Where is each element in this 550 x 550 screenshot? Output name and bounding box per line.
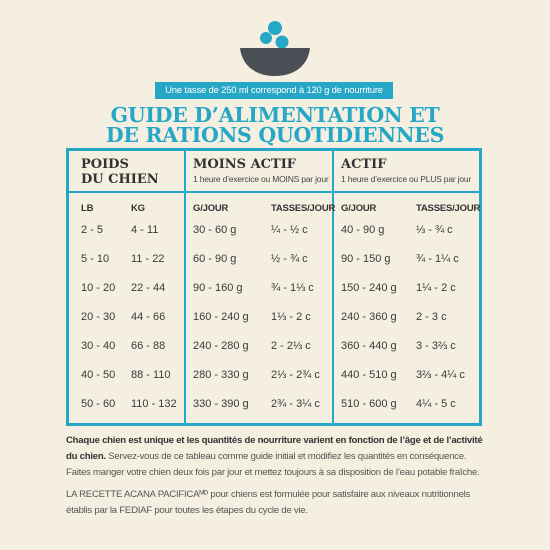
- table-cell: 50 - 60: [81, 398, 116, 410]
- column-header-kg: KG: [131, 203, 145, 214]
- table-cell: 510 - 600 g: [341, 398, 397, 410]
- feeding-note: Chaque chien est unique et les quantités…: [66, 433, 486, 481]
- feeding-note-bold: Chaque chien est unique et les quantités…: [66, 435, 483, 462]
- table-cell: 160 - 240 g: [193, 311, 249, 323]
- table-cell: 66 - 88: [131, 340, 166, 352]
- table-cell: 2¾ - 3¼ c: [271, 398, 320, 410]
- table-cell: ½ - ¾ c: [271, 253, 308, 265]
- table-cell: 4 - 11: [131, 224, 159, 236]
- table-cell: ¾ - 1¼ c: [416, 253, 459, 265]
- active-subtitle: 1 heure d’exercice ou PLUS par jour: [341, 174, 472, 184]
- table-cell: 440 - 510 g: [341, 369, 397, 381]
- bowl-icon: [238, 14, 312, 78]
- table-cell: 2 - 2⅓ c: [271, 340, 311, 352]
- header-divider: [69, 191, 479, 193]
- column-header-active-cups: TASSES/JOUR: [416, 203, 481, 214]
- table-cell: ¼ - ½ c: [271, 224, 308, 236]
- table-cell: 5 - 10: [81, 253, 110, 265]
- less-active-subtitle: 1 heure d’exercice ou MOINS par jour: [193, 174, 329, 184]
- column-divider: [332, 151, 334, 423]
- table-cell: 30 - 60 g: [193, 224, 237, 236]
- feeding-note-rest: Servez-vous de ce tableau comme guide in…: [66, 451, 480, 478]
- table-cell: 40 - 50: [81, 369, 116, 381]
- less-active-header: MOINS ACTIF: [193, 157, 297, 172]
- table-cell: 2 - 3 c: [416, 311, 447, 323]
- table-cell: ¾ - 1⅓ c: [271, 282, 314, 294]
- portion-banner: Une tasse de 250 ml correspond à 120 g d…: [155, 82, 393, 99]
- table-cell: 240 - 280 g: [193, 340, 249, 352]
- table-cell: 22 - 44: [131, 282, 166, 294]
- weight-header-line2: DU CHIEN: [81, 172, 159, 187]
- table-cell: 20 - 30: [81, 311, 116, 323]
- table-cell: 110 - 132: [131, 398, 177, 410]
- column-header-less-cups: TASSES/JOUR: [271, 203, 336, 214]
- table-cell: 60 - 90 g: [193, 253, 237, 265]
- table-cell: 44 - 66: [131, 311, 166, 323]
- table-cell: 90 - 160 g: [193, 282, 243, 294]
- table-cell: 90 - 150 g: [341, 253, 391, 265]
- column-header-less-grams: G/JOUR: [193, 203, 229, 214]
- table-cell: 40 - 90 g: [341, 224, 385, 236]
- table-cell: 4¼ - 5 c: [416, 398, 456, 410]
- table-cell: 88 - 110: [131, 369, 171, 381]
- table-cell: 280 - 330 g: [193, 369, 249, 381]
- table-cell: 30 - 40: [81, 340, 116, 352]
- table-cell: 3⅔ - 4¼ c: [416, 369, 465, 381]
- feeding-table: POIDS DU CHIEN MOINS ACTIF 1 heure d’exe…: [66, 148, 482, 426]
- column-header-active-grams: G/JOUR: [341, 203, 377, 214]
- nutrition-statement: LA RECETTE ACANA PACIFICAᴹᴰ pour chiens …: [66, 489, 471, 516]
- table-cell: 240 - 360 g: [341, 311, 397, 323]
- column-header-lb: LB: [81, 203, 94, 214]
- table-cell: 2⅓ - 2¾ c: [271, 369, 320, 381]
- table-cell: 360 - 440 g: [341, 340, 397, 352]
- table-cell: ⅓ - ¾ c: [416, 224, 453, 236]
- table-cell: 150 - 240 g: [341, 282, 397, 294]
- page-title-line2: DE RATIONS QUOTIDIENNES: [105, 123, 445, 147]
- table-cell: 2 - 5: [81, 224, 104, 236]
- active-header: ACTIF: [341, 157, 387, 172]
- table-cell: 10 - 20: [81, 282, 116, 294]
- table-cell: 11 - 22: [131, 253, 165, 265]
- table-cell: 3 - 3⅔ c: [416, 340, 456, 352]
- page-title-line1: GUIDE D’ALIMENTATION ET: [110, 103, 440, 127]
- table-cell: 1⅓ - 2 c: [271, 311, 311, 323]
- table-cell: 1¼ - 2 c: [416, 282, 456, 294]
- table-cell: 330 - 390 g: [193, 398, 249, 410]
- weight-header-line1: POIDS: [81, 157, 129, 172]
- column-divider: [184, 151, 186, 423]
